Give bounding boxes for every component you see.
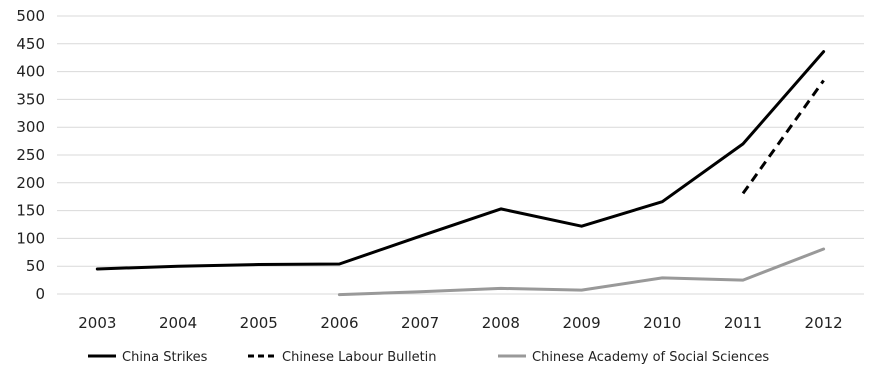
y-tick-label: 400	[16, 63, 45, 81]
y-tick-label: 100	[16, 229, 45, 247]
y-tick-label: 50	[26, 257, 45, 275]
gridlines	[57, 15, 864, 295]
x-tick-label: 2005	[240, 314, 278, 332]
x-tick-label: 2012	[805, 314, 843, 332]
series-lines	[95, 50, 826, 297]
x-tick-label: 2004	[159, 314, 197, 332]
x-tick-label: 2010	[643, 314, 681, 332]
x-axis-ticks: 2003 2004 2005 2006 2007 2008 2009 2010 2011 2012	[78, 314, 842, 332]
y-tick-label: 450	[16, 35, 45, 53]
y-tick-label: 0	[35, 285, 45, 303]
series-line-3	[337, 247, 826, 297]
y-tick-label: 500	[16, 7, 45, 25]
y-tick-label: 200	[16, 174, 45, 192]
legend-label-3: Chinese Academy of Social Sciences	[532, 350, 769, 365]
series-line-2	[741, 79, 825, 195]
legend-label-1: China Strikes	[122, 350, 208, 365]
x-tick-label: 2003	[78, 314, 116, 332]
x-tick-label: 2009	[562, 314, 600, 332]
y-tick-label: 150	[16, 202, 45, 220]
x-tick-label: 2008	[482, 314, 520, 332]
y-tick-label: 250	[16, 146, 45, 164]
x-tick-label: 2007	[401, 314, 439, 332]
y-tick-label: 350	[16, 90, 45, 108]
x-tick-label: 2011	[724, 314, 762, 332]
legend-label-2: Chinese Labour Bulletin	[282, 350, 437, 365]
y-axis-ticks: 0 50 100 150 200 250 300 350 400 450 500	[16, 7, 45, 303]
series-line-1	[95, 50, 826, 271]
y-tick-label: 300	[16, 118, 45, 136]
x-tick-label: 2006	[320, 314, 358, 332]
legend: China Strikes Chinese Labour Bulletin Chin…	[88, 350, 769, 365]
